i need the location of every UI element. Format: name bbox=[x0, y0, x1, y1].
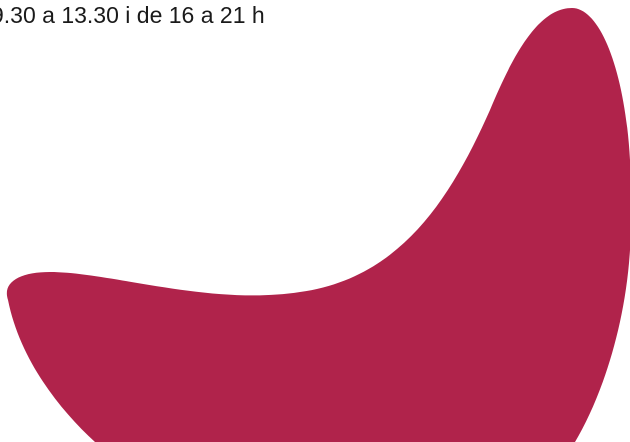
crescent-blob-shape bbox=[6, 8, 630, 442]
opening-hours-text: 9.30 a 13.30 i de 16 a 21 h bbox=[0, 2, 265, 28]
